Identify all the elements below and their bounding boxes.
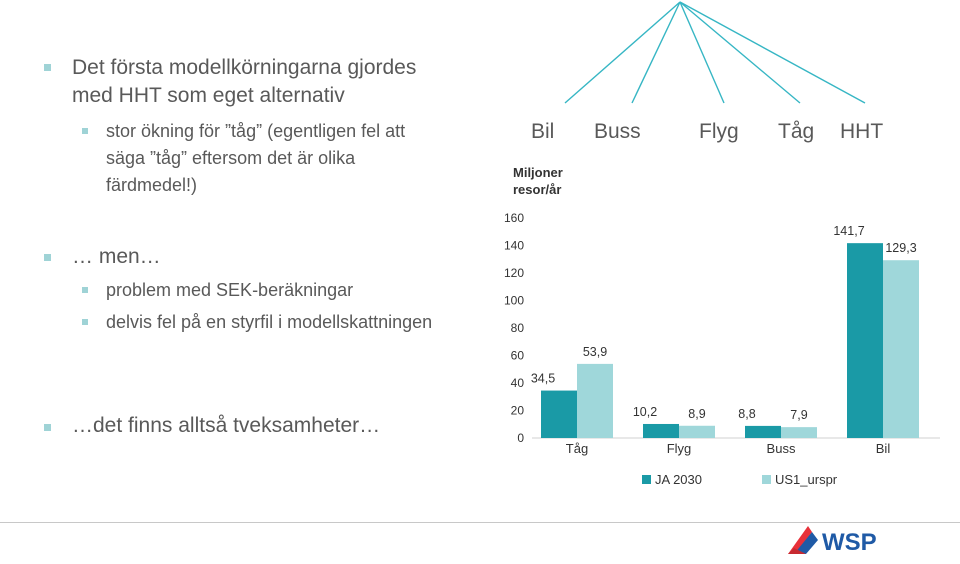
- legend-swatch: [762, 475, 771, 484]
- sub-bullet-1-line-2: säga ”tåg” eftersom det är olika: [106, 148, 356, 168]
- y-tick-label: 0: [517, 431, 524, 445]
- wsp-logo-mark-icon: [788, 526, 818, 554]
- y-axis-label: Miljoner resor/år: [513, 164, 583, 198]
- tree-branch-hht: [679, 1, 866, 104]
- data-label: 7,9: [790, 408, 807, 422]
- legend-label: JA 2030: [655, 472, 702, 487]
- bar-ja2030-2: [745, 425, 781, 438]
- bar-chart: 0 20 40 60 80 100 120 140 160 34,5 53,9 Tåg 10,2 8,9 F…: [504, 211, 940, 487]
- bullet-1-line-2: med HHT som eget alternativ: [72, 84, 345, 107]
- y-tick-label: 40: [511, 376, 525, 390]
- y-tick-label: 20: [511, 404, 525, 418]
- y-axis-label-text: Miljoner resor/år: [513, 165, 563, 197]
- wsp-logo: WSP: [788, 526, 877, 556]
- y-tick-label: 80: [511, 321, 525, 335]
- sub-bullet-marker: [82, 319, 88, 325]
- bullet-3: …det finns alltså tveksamheter…: [72, 414, 381, 437]
- bar-us1-2: [781, 427, 817, 438]
- tree-label-flyg: Flyg: [699, 120, 739, 143]
- tree-label-hht: HHT: [840, 120, 884, 143]
- y-tick-label: 100: [504, 294, 524, 308]
- y-tick-label: 140: [504, 239, 524, 253]
- bar-ja2030-0: [541, 390, 577, 438]
- data-label: 129,3: [885, 241, 916, 255]
- sub-bullet-1-line-1: stor ökning för ”tåg” (egentligen fel at…: [106, 121, 406, 141]
- bullet-marker: [44, 64, 51, 71]
- bar-ja2030-1: [643, 423, 679, 438]
- bullet-marker: [44, 424, 51, 431]
- legend-swatch: [642, 475, 651, 484]
- data-label: 8,9: [688, 407, 705, 421]
- x-tick-label: Flyg: [667, 441, 692, 456]
- tree-label-buss: Buss: [594, 120, 641, 143]
- x-tick-label: Bil: [876, 441, 891, 456]
- legend-label: US1_urspr: [775, 472, 838, 487]
- bar-ja2030-3: [847, 243, 883, 438]
- tree-label-tag: Tåg: [778, 120, 815, 143]
- data-label: 34,5: [531, 372, 555, 386]
- x-tick-label: Tåg: [566, 441, 588, 456]
- tree-branch-bil: [564, 1, 681, 104]
- sub-bullet-2a: problem med SEK-beräkningar: [106, 280, 354, 300]
- bar-us1-3: [883, 260, 919, 438]
- sub-bullet-1-line-3: färdmedel!): [106, 175, 198, 195]
- choice-tree-diagram: [564, 1, 866, 104]
- bullet-marker: [44, 254, 51, 261]
- y-tick-label: 60: [511, 349, 525, 363]
- tree-branch-tag: [679, 1, 801, 104]
- tree-label-bil: Bil: [531, 120, 555, 143]
- y-tick-label: 160: [504, 211, 524, 225]
- sub-bullet-marker: [82, 287, 88, 293]
- tree-branch-buss: [631, 1, 681, 104]
- tree-branch-flyg: [679, 1, 725, 104]
- bullet-2: … men…: [72, 245, 161, 268]
- bar-us1-1: [679, 425, 715, 438]
- sub-bullet-marker: [82, 128, 88, 134]
- wsp-logo-text: WSP: [822, 529, 877, 556]
- data-label: 8,8: [738, 407, 755, 421]
- footer-divider: [0, 522, 960, 523]
- bar-us1-0: [577, 363, 613, 438]
- data-label: 141,7: [833, 224, 864, 238]
- x-tick-label: Buss: [767, 441, 796, 456]
- bullet-1-line-1: Det första modellkörningarna gjordes: [72, 56, 417, 79]
- sub-bullet-2b: delvis fel på en styrfil i modellskattni…: [106, 312, 433, 332]
- y-tick-label: 120: [504, 266, 524, 280]
- data-label: 10,2: [633, 405, 657, 419]
- data-label: 53,9: [583, 345, 607, 359]
